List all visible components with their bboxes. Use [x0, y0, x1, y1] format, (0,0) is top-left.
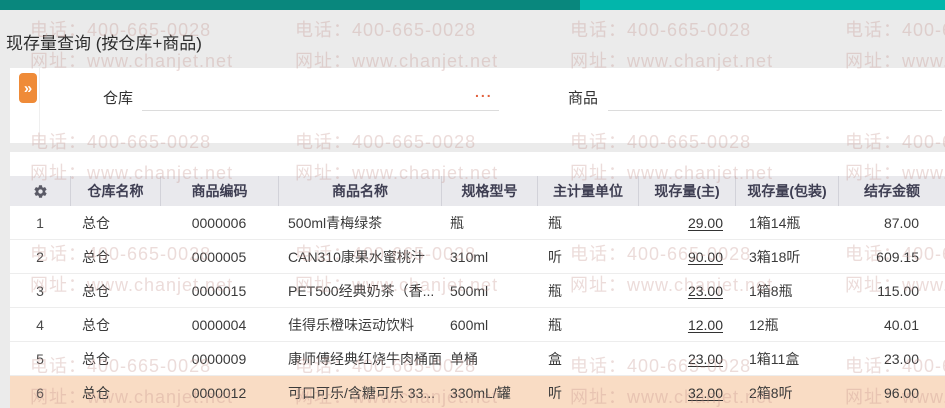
product-filter-label: 商品: [568, 90, 599, 107]
cell-num: 1: [36, 214, 44, 231]
cell-amount: 87.00: [883, 214, 919, 231]
qty-main-link[interactable]: 12.00: [687, 316, 723, 333]
column-header: 商品编码: [160, 176, 278, 206]
cell-code: 0000004: [191, 316, 247, 333]
warehouse-filter-label: 仓库: [103, 90, 134, 107]
table-row[interactable]: 5 总仓 0000009 康师傅经典红烧牛肉桶面 单桶 盒 23.00 1箱11盒 23.00: [10, 342, 945, 376]
cell-qty-pkg: 1箱14瓶: [749, 214, 801, 231]
cell-code: 0000012: [191, 384, 247, 401]
cell-amount: 96.00: [883, 384, 919, 401]
double-chevron-right-icon: »: [23, 79, 33, 97]
watermark-text: 电话：400-665-0028: [295, 20, 477, 40]
column-header: 现存量(主): [638, 176, 735, 206]
cell-unit: 听: [548, 384, 562, 401]
inventory-table: 仓库名称 商品编码 商品名称 规格型号 主计量单位 现存量(主) 现存量(包装) 结存金额 1…: [10, 152, 945, 408]
cell-spec: 500ml: [450, 282, 489, 299]
column-header: 现存量(包装): [735, 176, 838, 206]
cell-code: 0000006: [191, 214, 247, 231]
cell-qty-main: 23.00: [638, 342, 735, 375]
cell-qty-pkg: 1箱11盒: [749, 350, 800, 367]
column-header: 仓库名称: [70, 176, 160, 206]
cell-amount: 115.00: [877, 282, 919, 299]
table-header-row: 仓库名称 商品编码 商品名称 规格型号 主计量单位 现存量(主) 现存量(包装) 结存金额: [10, 176, 945, 207]
top-progress-bar: [0, 0, 945, 10]
table-row[interactable]: 4 总仓 0000004 佳得乐橙味运动饮料 600ml 瓶 12.00 12瓶 40.01: [10, 308, 945, 342]
cell-warehouse: 总仓: [82, 384, 110, 401]
cell-warehouse: 总仓: [82, 350, 110, 367]
page-title: 现存量查询 (按仓库+商品): [6, 34, 202, 53]
cell-name: 康师傅经典红烧牛肉桶面: [288, 350, 441, 367]
top-bar-light-segment: [580, 0, 945, 10]
cell-qty-main: 32.00: [638, 376, 735, 408]
column-header-settings: [10, 176, 70, 206]
cell-qty-main: 29.00: [638, 206, 735, 239]
cell-amount: 40.01: [883, 316, 919, 333]
cell-unit: 瓶: [548, 316, 562, 333]
cell-warehouse: 总仓: [82, 214, 110, 231]
cell-qty-main: 90.00: [638, 240, 735, 273]
cell-qty-pkg: 3箱18听: [749, 248, 801, 265]
cell-code: 0000005: [191, 248, 247, 265]
column-header: 结存金额: [838, 176, 945, 206]
cell-num: 3: [36, 282, 44, 299]
cell-spec: 单桶: [450, 350, 478, 367]
cell-num: 5: [36, 350, 44, 367]
product-filter-input[interactable]: [608, 86, 942, 111]
cell-warehouse: 总仓: [82, 282, 110, 299]
cell-code: 0000009: [191, 350, 247, 367]
cell-qty-main: 23.00: [638, 274, 735, 307]
qty-main-link[interactable]: 29.00: [687, 214, 723, 231]
cell-spec: 瓶: [450, 214, 464, 231]
settings-gear-icon[interactable]: [33, 184, 48, 199]
cell-spec: 310ml: [450, 248, 489, 265]
column-header: 主计量单位: [537, 176, 638, 206]
cell-code: 0000015: [191, 282, 247, 299]
cell-qty-main: 12.00: [638, 308, 735, 341]
cell-name: PET500经典奶茶（香...: [288, 282, 435, 299]
expand-sidebar-button[interactable]: »: [19, 73, 37, 103]
cell-name: 500ml青梅绿茶: [288, 214, 383, 231]
table-row[interactable]: 1 总仓 0000006 500ml青梅绿茶 瓶 瓶 29.00 1箱14瓶 87.00: [10, 206, 945, 240]
cell-amount: 609.15: [876, 248, 919, 265]
cell-num: 2: [36, 248, 44, 265]
cell-name: 佳得乐橙味运动饮料: [288, 316, 414, 333]
cell-warehouse: 总仓: [82, 316, 110, 333]
cell-amount: 23.00: [883, 350, 919, 367]
cell-unit: 瓶: [548, 214, 562, 231]
qty-main-link[interactable]: 23.00: [687, 350, 723, 367]
table-row[interactable]: 3 总仓 0000015 PET500经典奶茶（香... 500ml 瓶 23.00 1箱8瓶…: [10, 274, 945, 308]
table-row[interactable]: 6 总仓 0000012 可口可乐/含糖可乐 33... 330mL/罐 听 32.00 2箱…: [10, 376, 945, 408]
cell-unit: 听: [548, 248, 562, 265]
cell-unit: 盒: [548, 350, 562, 367]
cell-qty-pkg: 2箱8听: [749, 384, 793, 401]
table-row[interactable]: 2 总仓 0000005 CAN310康果水蜜桃汁 310ml 听 90.00 3箱18听 60…: [10, 240, 945, 274]
cell-qty-pkg: 12瓶: [749, 316, 779, 333]
warehouse-picker-ellipsis-icon[interactable]: ...: [475, 84, 493, 100]
cell-num: 6: [36, 384, 44, 401]
table-body: 1 总仓 0000006 500ml青梅绿茶瓶瓶 29.00 1箱14瓶 87.00 2 总仓 0…: [10, 206, 945, 408]
qty-main-link[interactable]: 32.00: [687, 384, 723, 401]
cell-qty-pkg: 1箱8瓶: [749, 282, 793, 299]
qty-main-link[interactable]: 90.00: [687, 248, 723, 265]
watermark-text: 电话：400-665-0028: [845, 20, 945, 40]
cell-name: CAN310康果水蜜桃汁: [288, 248, 425, 265]
cell-num: 4: [36, 316, 44, 333]
warehouse-filter-input[interactable]: [142, 86, 499, 111]
filter-panel: » 仓库 ... 商品: [10, 68, 945, 143]
cell-unit: 瓶: [548, 282, 562, 299]
top-bar-dark-segment: [0, 0, 580, 10]
panel-divider: [39, 68, 40, 143]
cell-spec: 330mL/罐: [450, 384, 511, 401]
watermark-text: 电话：400-665-0028: [570, 20, 752, 40]
cell-name: 可口可乐/含糖可乐 33...: [288, 384, 436, 401]
cell-spec: 600ml: [450, 316, 489, 333]
column-header: 规格型号: [441, 176, 537, 206]
column-header: 商品名称: [278, 176, 441, 206]
qty-main-link[interactable]: 23.00: [687, 282, 723, 299]
cell-warehouse: 总仓: [82, 248, 110, 265]
